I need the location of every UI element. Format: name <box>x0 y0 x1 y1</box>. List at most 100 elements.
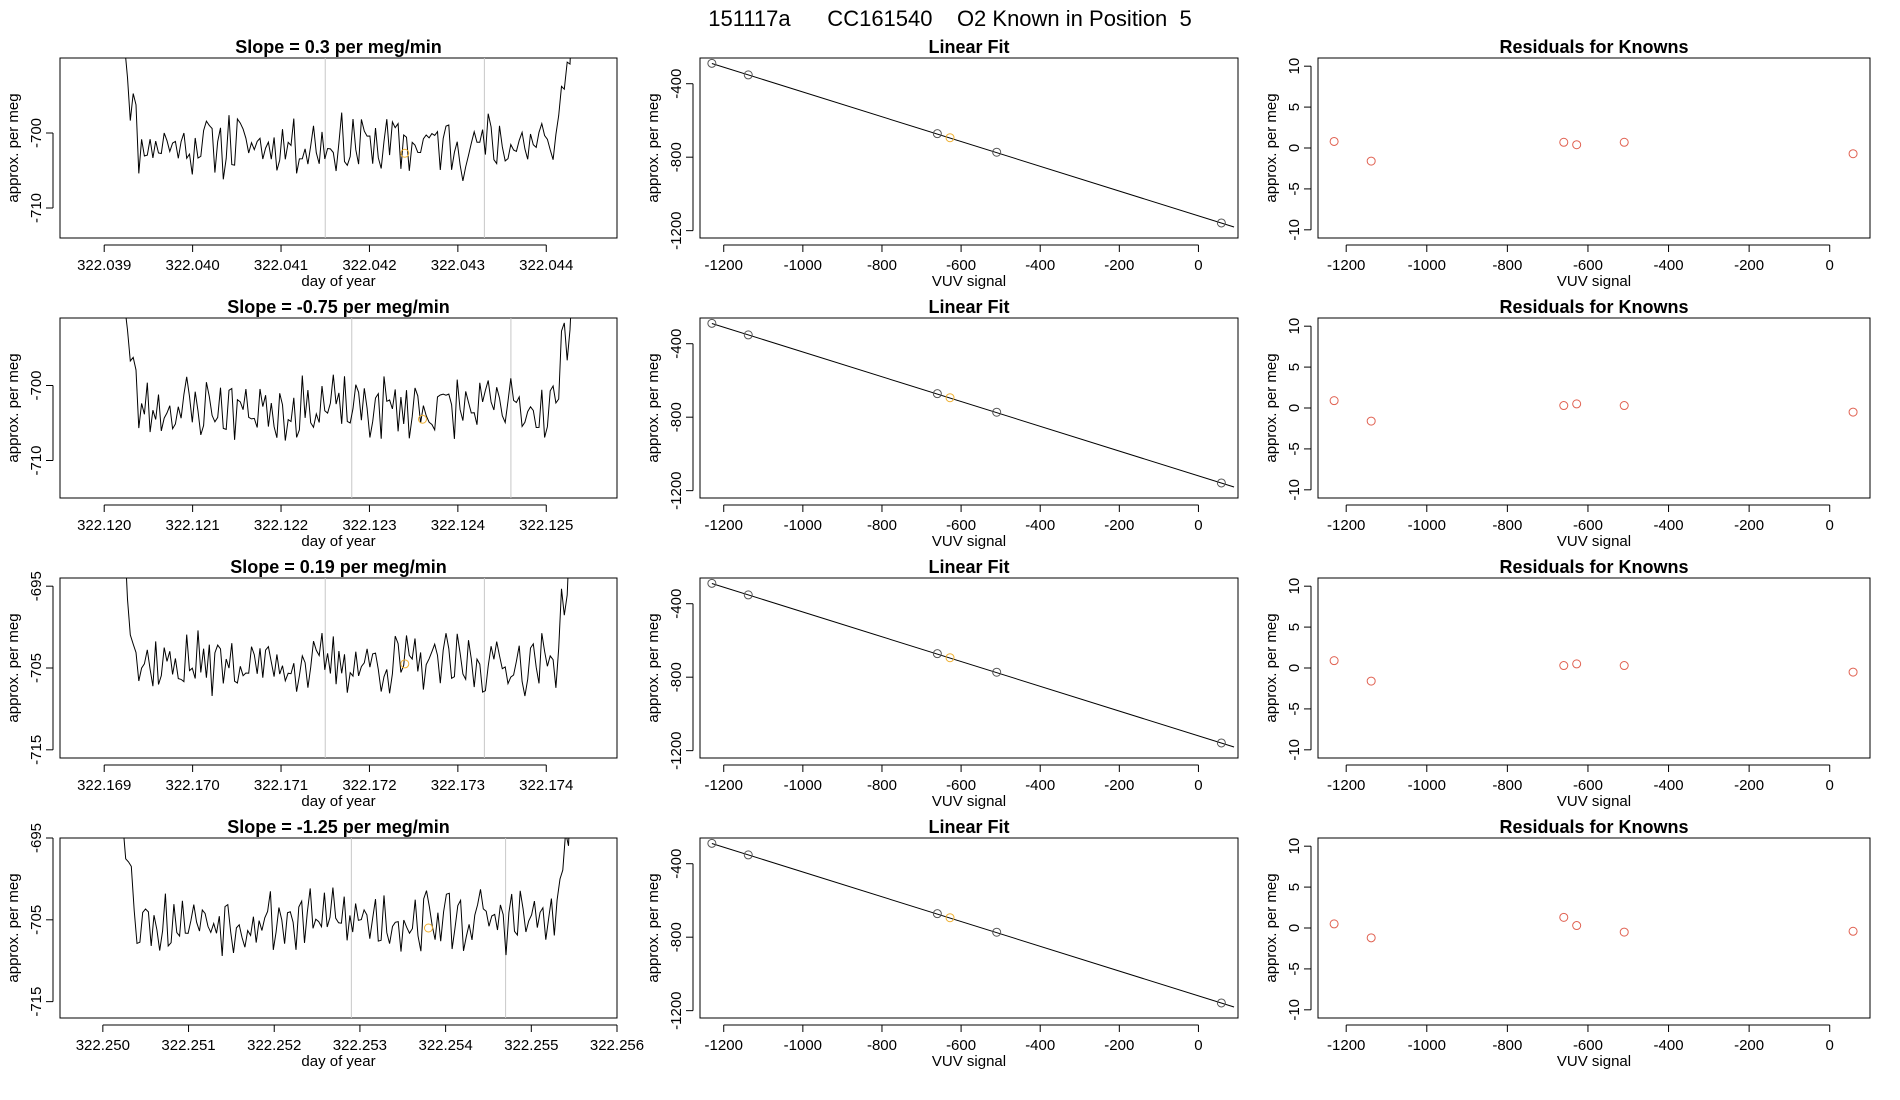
y-tick-label: -10 <box>1286 479 1303 501</box>
plot-frame <box>59 57 618 239</box>
panel-title: Linear Fit <box>928 817 1009 837</box>
known-point <box>932 909 942 919</box>
y-tick-label: -400 <box>668 589 685 619</box>
known-point <box>932 129 942 139</box>
residual-point <box>1619 661 1629 671</box>
x-tick-label: -200 <box>1104 517 1134 534</box>
y-tick-label: -695 <box>28 571 45 601</box>
x-tick-label: 322.041 <box>254 257 308 274</box>
y-tick-label: -800 <box>668 662 685 692</box>
y-tick-label: 10 <box>1286 58 1303 75</box>
y-tick-label: -710 <box>28 445 45 475</box>
y-tick-label: -800 <box>668 142 685 172</box>
x-tick-label: 0 <box>1194 777 1202 794</box>
residual-point <box>1559 661 1569 671</box>
known-point <box>707 578 717 588</box>
y-tick-label: 5 <box>1286 363 1303 371</box>
y-tick-label: -400 <box>668 69 685 99</box>
x-tick-label: 322.039 <box>77 257 131 274</box>
x-tick-label: 322.124 <box>431 517 485 534</box>
y-axis-label: approx. per meg <box>5 613 22 722</box>
panel-residuals-row1: Residuals for Knowns-1200 -1000 -800 -600 -4… <box>1263 37 1871 290</box>
residual-point <box>1848 407 1858 417</box>
x-tick-label: -400 <box>1025 777 1055 794</box>
known-point <box>932 649 942 659</box>
panel-residuals-row4: Residuals for Knowns-1200 -1000 -800 -600 -4… <box>1263 817 1871 1070</box>
y-tick-label: -400 <box>668 329 685 359</box>
panel-residuals-row2: Residuals for Knowns-1200 -1000 -800 -600 -4… <box>1263 297 1871 550</box>
residual-point <box>1619 927 1629 937</box>
x-axis-label: VUV signal <box>1557 533 1631 550</box>
panel-title: Slope = -0.75 per meg/min <box>227 297 450 317</box>
x-axis-label: VUV signal <box>1557 1053 1631 1070</box>
y-tick-label: -710 <box>28 193 45 223</box>
x-tick-label: 322.250 <box>76 1037 130 1054</box>
highlight-point <box>945 653 955 663</box>
x-tick-label: -200 <box>1104 257 1134 274</box>
x-tick-label: 322.125 <box>519 517 573 534</box>
x-tick-label: -200 <box>1734 517 1764 534</box>
residual-point <box>1848 149 1858 159</box>
panels: Slope = 0.3 per meg/min 322.039 322.040 322… <box>5 37 1871 1070</box>
x-tick-label: 322.044 <box>519 257 573 274</box>
x-tick-label: 322.256 <box>590 1037 644 1054</box>
x-tick-label: -200 <box>1734 1037 1764 1054</box>
panel-title: Residuals for Knowns <box>1499 297 1688 317</box>
y-axis-label: approx. per meg <box>5 353 22 462</box>
panel-title: Residuals for Knowns <box>1499 37 1688 57</box>
known-point <box>1216 998 1226 1008</box>
panel-time-series-row3: Slope = 0.19 per meg/min 322.169 322.170 32… <box>5 557 618 810</box>
y-tick-label: -5 <box>1286 442 1303 455</box>
x-tick-label: -400 <box>1654 517 1684 534</box>
x-tick-label: -1000 <box>1408 777 1446 794</box>
x-tick-label: 322.170 <box>166 777 220 794</box>
x-tick-label: 322.174 <box>519 777 573 794</box>
x-axis-label: VUV signal <box>932 533 1006 550</box>
highlight-point <box>400 148 410 158</box>
y-tick-label: 10 <box>1286 318 1303 335</box>
residual-point <box>1329 136 1339 146</box>
x-tick-label: -600 <box>1573 517 1603 534</box>
y-tick-label: 5 <box>1286 623 1303 631</box>
x-axis-label: VUV signal <box>932 1053 1006 1070</box>
x-axis-label: day of year <box>301 273 375 290</box>
residual-point <box>1559 137 1569 147</box>
fit-line <box>711 843 1235 1008</box>
known-point <box>743 850 753 860</box>
plot-frame <box>1317 577 1871 759</box>
x-tick-label: -800 <box>1492 1037 1522 1054</box>
y-axis-label: approx. per meg <box>645 613 662 722</box>
known-point <box>743 70 753 80</box>
x-tick-label: 322.255 <box>504 1037 558 1054</box>
plot-frame <box>1317 837 1871 1019</box>
x-tick-label: 322.043 <box>431 257 485 274</box>
y-axis-label: approx. per meg <box>5 93 22 202</box>
x-axis-label: day of year <box>301 1053 375 1070</box>
known-point <box>992 927 1002 937</box>
x-tick-label: -1000 <box>1408 257 1446 274</box>
known-point <box>1216 218 1226 228</box>
plot-frame <box>699 317 1239 499</box>
y-axis-label: approx. per meg <box>5 873 22 982</box>
panel-linear-fit-row1: Linear Fit -1200 -1000 -800 -600 -400 -200 0 -12… <box>645 37 1239 290</box>
plot-frame <box>699 57 1239 239</box>
fit-line <box>711 323 1235 488</box>
plot-frame <box>59 317 618 499</box>
residual-point <box>1559 401 1569 411</box>
y-tick-label: -715 <box>28 987 45 1017</box>
y-tick-label: -1200 <box>668 471 685 509</box>
y-tick-label: -1200 <box>668 211 685 249</box>
y-tick-label: 5 <box>1286 883 1303 891</box>
panel-residuals-row3: Residuals for Knowns-1200 -1000 -800 -600 -4… <box>1263 557 1871 810</box>
y-tick-label: -705 <box>28 905 45 935</box>
panel-title: Residuals for Knowns <box>1499 817 1688 837</box>
highlight-point <box>945 393 955 403</box>
y-tick-label: 0 <box>1286 144 1303 152</box>
x-axis-label: VUV signal <box>1557 793 1631 810</box>
known-point <box>992 407 1002 417</box>
known-point <box>992 147 1002 157</box>
residual-point <box>1329 919 1339 929</box>
residual-point <box>1366 676 1376 686</box>
highlight-point <box>417 414 427 424</box>
